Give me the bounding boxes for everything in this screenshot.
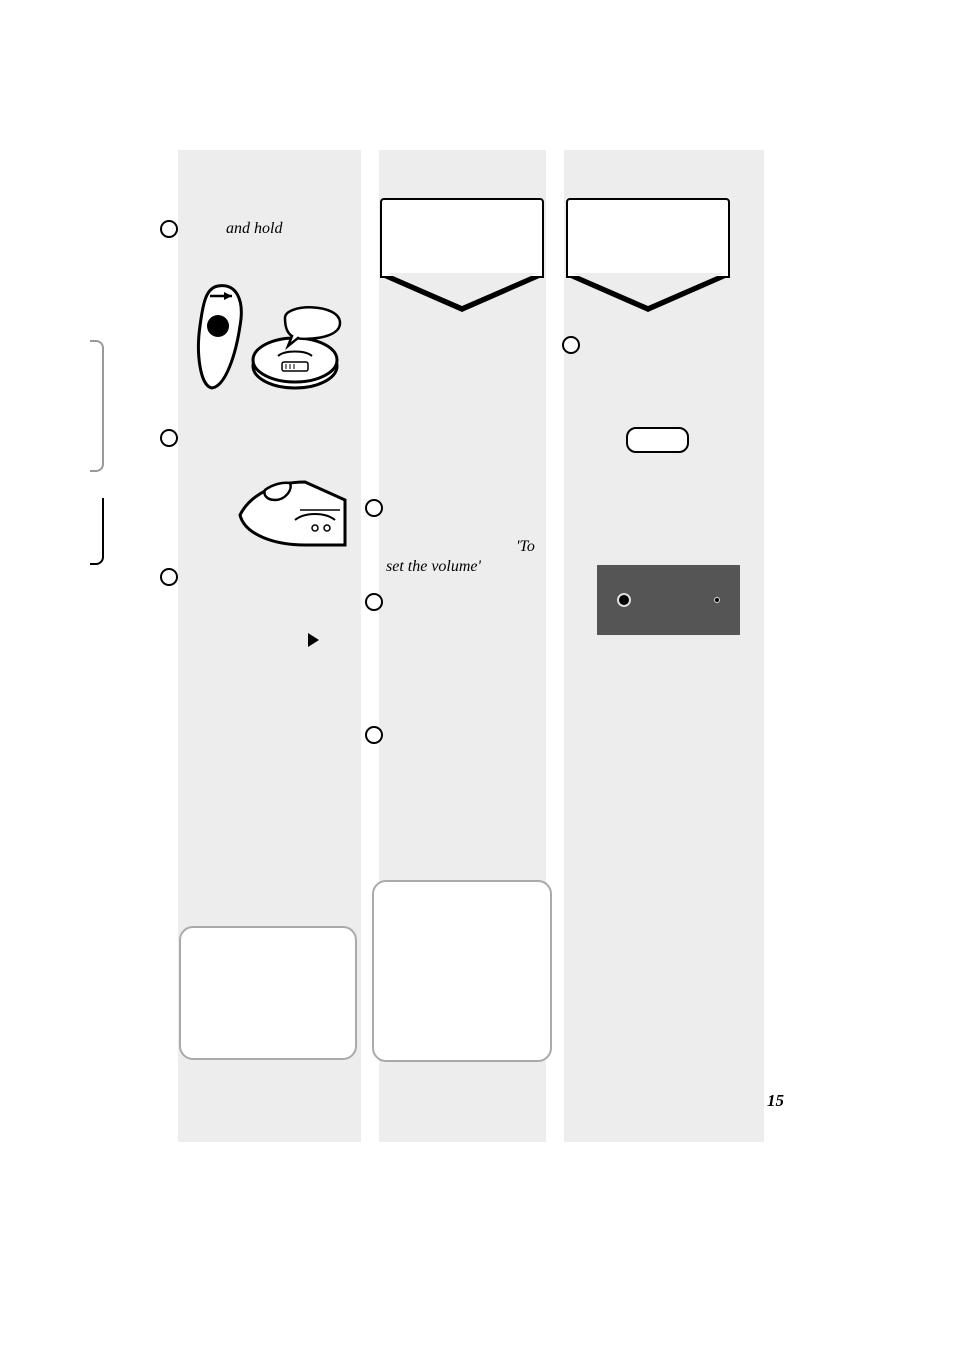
step-bullet (365, 499, 383, 517)
indicator-dot-large (617, 593, 631, 607)
display-panel (597, 565, 740, 635)
step-bullet (365, 726, 383, 744)
indicator-dot-small (714, 597, 720, 603)
step-text-set-volume: set the volume' (386, 558, 481, 576)
illustration-device-closeup (235, 470, 350, 550)
manual-page: and hold 'To set the volume' (0, 0, 954, 1351)
step-bullet (160, 220, 178, 238)
step-bullet (160, 429, 178, 447)
step-bullet (365, 593, 383, 611)
step-bullet (160, 568, 178, 586)
page-number: 15 (767, 1091, 784, 1111)
step-text-and-hold: and hold (226, 220, 282, 238)
button-outline (626, 427, 689, 453)
margin-bracket-upper (90, 340, 104, 472)
note-box (372, 880, 552, 1062)
step-bullet (562, 336, 580, 354)
callout-envelope (566, 198, 730, 278)
note-box (179, 926, 357, 1060)
callout-envelope (380, 198, 544, 278)
illustration-remote-and-player (190, 278, 345, 408)
margin-bracket-lower (90, 498, 104, 565)
play-icon (308, 633, 319, 647)
step-text-to: 'To (516, 538, 535, 556)
